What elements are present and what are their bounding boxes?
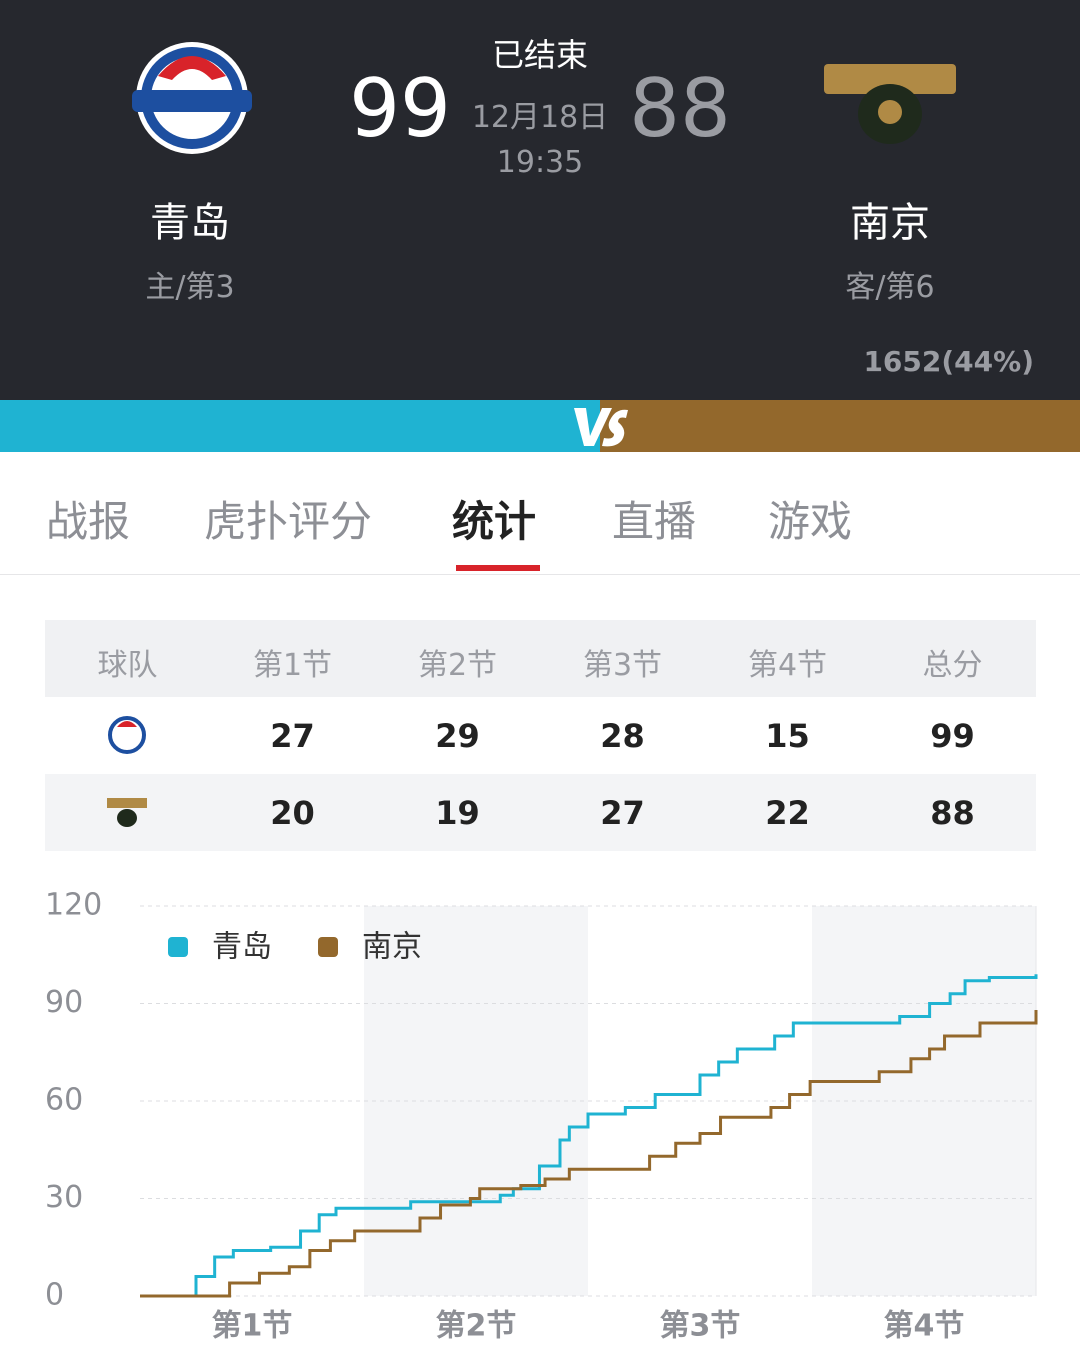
column-header: 球队 (97, 648, 158, 683)
legend-swatch (318, 937, 338, 957)
team-logo (107, 798, 147, 827)
home-logo (132, 42, 252, 154)
away-rank: 客/第6 (845, 270, 935, 305)
away-score: 88 (629, 62, 731, 155)
score-cell: 15 (765, 717, 810, 755)
column-header: 第2节 (417, 648, 498, 683)
game-header: 青岛 主/第3 南京 客/第6 99 88 已结束 12月18日 19:35 1… (0, 0, 1080, 400)
game-time: 19:35 (496, 145, 584, 180)
score-line (140, 1010, 1038, 1298)
score-cell: 88 (930, 794, 975, 832)
score-cell: 28 (600, 717, 645, 755)
score-cell: 27 (600, 794, 645, 832)
score-table: 球队 第1节 第2节 第3节 第4节 总分 27 29 28 15 99 20 19 27 22 88 (45, 620, 1036, 852)
x-tick-label: 第1节 (212, 1309, 293, 1344)
home-name: 青岛 (150, 200, 230, 246)
game-status: 已结束 (491, 36, 588, 74)
tab[interactable]: 战报 (46, 497, 131, 546)
y-tick-label: 60 (45, 1083, 83, 1118)
column-header: 总分 (922, 648, 983, 683)
table-row (45, 774, 1036, 851)
column-header: 第3节 (582, 648, 663, 683)
score-line (140, 974, 1038, 1298)
team-logo (108, 716, 146, 754)
score-cell: 19 (435, 794, 480, 832)
tab[interactable]: 游戏 (768, 497, 853, 546)
legend-label: 青岛 (212, 930, 272, 965)
tab[interactable]: 直播 (612, 497, 697, 546)
table-row (45, 697, 1036, 774)
away-name: 南京 (850, 200, 930, 246)
tab[interactable]: 统计 (452, 497, 537, 546)
away-support: 1652(44%) (863, 345, 1034, 378)
home-score: 99 (349, 62, 451, 155)
column-header: 第1节 (252, 648, 333, 683)
y-tick-label: 90 (45, 985, 83, 1020)
home-rank: 主/第3 (145, 270, 235, 305)
x-tick-label: 第4节 (884, 1309, 965, 1344)
y-tick-label: 120 (45, 888, 102, 923)
legend-label: 南京 (362, 930, 422, 965)
score-cell: 22 (765, 794, 810, 832)
score-cell: 29 (435, 717, 480, 755)
x-tick-label: 第2节 (436, 1309, 517, 1344)
tab[interactable]: 虎扑评分 (204, 497, 373, 546)
home-stripe (0, 400, 600, 452)
score-cell: 27 (270, 717, 315, 755)
y-tick-label: 30 (45, 1180, 83, 1215)
column-header: 第4节 (747, 648, 828, 683)
away-stripe (600, 400, 1080, 452)
y-tick-label: 0 (45, 1278, 64, 1313)
table-row (45, 620, 1036, 697)
tab-indicator (456, 565, 540, 571)
score-cell: 20 (270, 794, 315, 832)
tab-divider (0, 574, 1080, 575)
game-date: 12月18日 (471, 100, 609, 135)
vs-mark (574, 408, 628, 447)
score-chart: 第1节 第2节 第3节 第4节 0 30 60 90 120 青岛 南京 (45, 888, 1038, 1344)
x-tick-label: 第3节 (660, 1309, 741, 1344)
score-cell: 99 (930, 717, 975, 755)
legend-swatch (168, 937, 188, 957)
away-logo (824, 64, 956, 144)
